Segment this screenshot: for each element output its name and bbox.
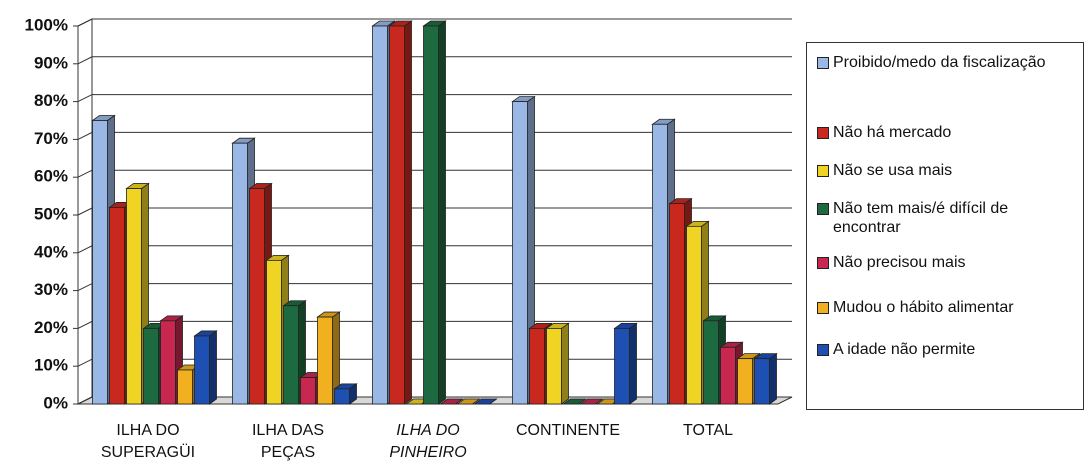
legend-item: A idade não permite: [817, 340, 1079, 359]
y-tick-label: 20%: [34, 318, 68, 337]
grid-line: [77, 320, 792, 329]
bar: [389, 25, 405, 405]
y-tick-label: 100%: [25, 15, 68, 34]
legend-label: Não há mercado: [833, 124, 952, 141]
bar: [614, 327, 630, 405]
bar: [652, 123, 668, 405]
legend-swatch: [817, 344, 829, 356]
y-tick-label: 60%: [34, 167, 68, 186]
y-tick-label: 10%: [34, 356, 68, 375]
bar: [283, 305, 299, 405]
legend-label: Não tem mais/é difícil de encontrar: [833, 200, 1009, 236]
bar: [512, 101, 528, 405]
bar: [266, 259, 282, 405]
grid-line: [77, 56, 792, 65]
grid-line: [77, 18, 792, 27]
bar: [703, 320, 719, 405]
bar-top: [562, 398, 587, 405]
legend-swatch: [817, 57, 829, 69]
x-tick-label: ILHA DO SUPERAGÜI: [100, 422, 196, 461]
y-tick-label: 70%: [34, 129, 68, 148]
legend-swatch: [817, 127, 829, 139]
bar: [720, 346, 736, 405]
bar: [300, 377, 316, 405]
legend-swatch: [817, 257, 829, 269]
legend-item: Não tem mais/é difícil de encontrar: [817, 199, 1079, 237]
bar-top: [473, 398, 498, 405]
bar: [232, 142, 248, 405]
bar: [423, 25, 439, 405]
grid-line: [77, 283, 792, 292]
x-tick-label: CONTINENTE: [516, 422, 620, 439]
bar: [669, 203, 685, 405]
legend-label: Não precisou mais: [833, 254, 966, 271]
grid-line: [77, 169, 792, 178]
legend-swatch: [817, 302, 829, 314]
bar-side: [629, 322, 637, 405]
grid-line: [77, 207, 792, 216]
bar: [317, 316, 333, 405]
bar-top: [439, 398, 464, 405]
legend-item: Não se usa mais: [817, 161, 1079, 180]
bar: [372, 25, 388, 405]
x-tick-label: ILHA DO PINHEIRO: [389, 422, 467, 461]
bar-side: [561, 322, 569, 405]
legend-item: Não precisou mais: [817, 253, 1079, 272]
bar: [529, 327, 545, 405]
bar: [737, 358, 753, 405]
grid-line: [77, 245, 792, 254]
bar: [109, 207, 125, 405]
legend-swatch: [817, 165, 829, 177]
legend-label: Proibido/medo da fiscalização: [833, 54, 1046, 71]
y-tick-label: 30%: [34, 280, 68, 299]
bar-side: [404, 20, 412, 405]
grid-line: [77, 94, 792, 103]
x-tick-label: TOTAL: [682, 422, 734, 439]
legend-label: Não se usa mais: [833, 162, 953, 179]
bar: [754, 358, 770, 405]
bar: [334, 388, 350, 405]
legend-item: Proibido/medo da fiscalização: [817, 53, 1079, 72]
bar-side: [209, 330, 217, 405]
y-tick-label: 0%: [43, 393, 68, 412]
bar: [143, 327, 159, 405]
bar: [686, 225, 702, 405]
bar-top: [456, 398, 481, 405]
bar-side: [769, 352, 777, 405]
bar: [546, 327, 562, 405]
legend-item: Mudou o hábito alimentar: [817, 298, 1079, 317]
bar: [177, 369, 193, 405]
legend: Proibido/medo da fiscalização Não há merc…: [806, 42, 1084, 410]
x-tick-label: ILHA DAS PEÇAS: [251, 422, 325, 461]
bar: [92, 120, 108, 405]
grid-line: [77, 131, 792, 140]
y-tick-label: 50%: [34, 204, 68, 223]
y-tick-label: 80%: [34, 91, 68, 110]
y-tick-label: 90%: [34, 53, 68, 72]
bar-top: [579, 398, 604, 405]
bar: [126, 188, 142, 405]
bar: [160, 320, 176, 405]
y-tick-label: 40%: [34, 242, 68, 261]
legend-label: A idade não permite: [833, 341, 976, 358]
bar-side: [438, 20, 446, 405]
legend-swatch: [817, 203, 829, 215]
bar: [249, 188, 265, 405]
bar: [194, 335, 210, 405]
legend-item: Não há mercado: [817, 123, 1079, 142]
legend-label: Mudou o hábito alimentar: [833, 299, 1014, 316]
